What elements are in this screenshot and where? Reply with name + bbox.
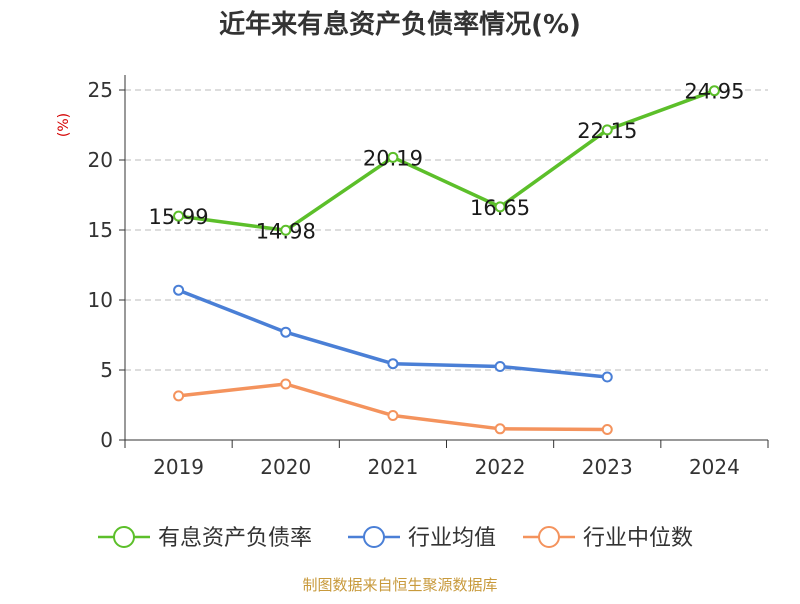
x-tick-label: 2020	[260, 455, 311, 479]
series-0: 15.99 14.98 20.19 16.65 22.15 24.95	[149, 80, 745, 244]
series-line	[176, 382, 609, 432]
data-label: 20.19	[363, 146, 423, 170]
legend-label: 行业均值	[408, 526, 496, 551]
data-label: 16.65	[470, 196, 530, 220]
data-label: 24.95	[684, 80, 744, 104]
x-tick-label: 2024	[689, 455, 740, 479]
data-point	[173, 210, 185, 222]
series-layer: 15.99 14.98 20.19 16.65 22.15 24.95	[149, 80, 745, 435]
chart-title: 近年来有息资产负债率情况(%)	[219, 9, 581, 40]
data-point	[280, 378, 292, 390]
legend-item-0: 有息资产负债率	[98, 526, 312, 551]
legend-label: 有息资产负债率	[158, 526, 312, 551]
y-tick-label: 10	[88, 288, 113, 312]
data-label: 15.99	[149, 205, 209, 229]
y-tick-label: 5	[100, 358, 113, 382]
grid	[125, 89, 768, 371]
data-label: 22.15	[577, 119, 637, 143]
legend-marker	[538, 526, 560, 548]
data-point	[601, 371, 613, 383]
data-point	[708, 85, 720, 97]
data-point	[173, 390, 185, 402]
x-tick-label: 2019	[153, 455, 204, 479]
y-tick-label: 20	[88, 148, 113, 172]
data-point	[280, 224, 292, 236]
y-axis-label: (%)	[56, 113, 72, 137]
x-tick-label: 2022	[475, 455, 526, 479]
data-point	[494, 361, 506, 372]
data-point	[173, 284, 185, 296]
series-1	[173, 284, 613, 383]
data-point	[387, 410, 399, 421]
legend-marker	[113, 526, 135, 548]
data-label: 14.98	[256, 219, 316, 243]
series-2	[173, 378, 613, 435]
series-line	[176, 88, 717, 233]
data-point	[494, 201, 506, 213]
legend-item-1: 行业均值	[348, 526, 496, 551]
data-point	[280, 326, 292, 338]
data-point	[387, 358, 399, 370]
y-tick-label: 0	[100, 428, 113, 452]
data-point	[601, 424, 613, 435]
legend-item-2: 行业中位数	[523, 526, 693, 551]
x-tick-label: 2021	[367, 455, 418, 479]
data-point	[387, 151, 399, 163]
y-tick-label: 25	[88, 78, 113, 102]
source-note: 制图数据来自恒生聚源数据库	[302, 576, 497, 594]
data-point	[601, 124, 613, 136]
axes: 0 5 10 15 20 25 2019 2020 2021 2022 2023 2024	[88, 75, 769, 479]
x-tick-label: 2023	[582, 455, 633, 479]
legend: 有息资产负债率 行业均值 行业中位数	[98, 526, 693, 551]
data-point	[494, 423, 506, 435]
y-tick-label: 15	[88, 218, 113, 242]
legend-marker	[363, 526, 385, 548]
legend-label: 行业中位数	[583, 526, 693, 551]
